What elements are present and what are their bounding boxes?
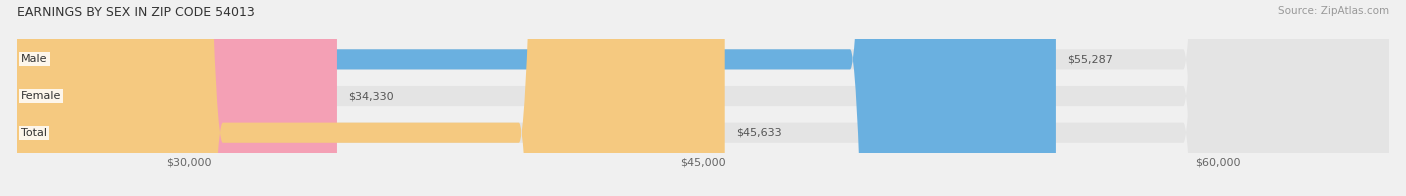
FancyBboxPatch shape	[17, 0, 724, 196]
FancyBboxPatch shape	[17, 0, 1389, 196]
FancyBboxPatch shape	[17, 0, 1389, 196]
Text: Male: Male	[21, 54, 48, 64]
FancyBboxPatch shape	[17, 0, 1389, 196]
Text: Female: Female	[21, 91, 62, 101]
FancyBboxPatch shape	[17, 0, 337, 196]
Text: $45,633: $45,633	[735, 128, 782, 138]
Text: Source: ZipAtlas.com: Source: ZipAtlas.com	[1278, 6, 1389, 16]
Text: $55,287: $55,287	[1067, 54, 1112, 64]
FancyBboxPatch shape	[17, 0, 1056, 196]
Text: $34,330: $34,330	[347, 91, 394, 101]
Text: EARNINGS BY SEX IN ZIP CODE 54013: EARNINGS BY SEX IN ZIP CODE 54013	[17, 6, 254, 19]
Text: Total: Total	[21, 128, 46, 138]
